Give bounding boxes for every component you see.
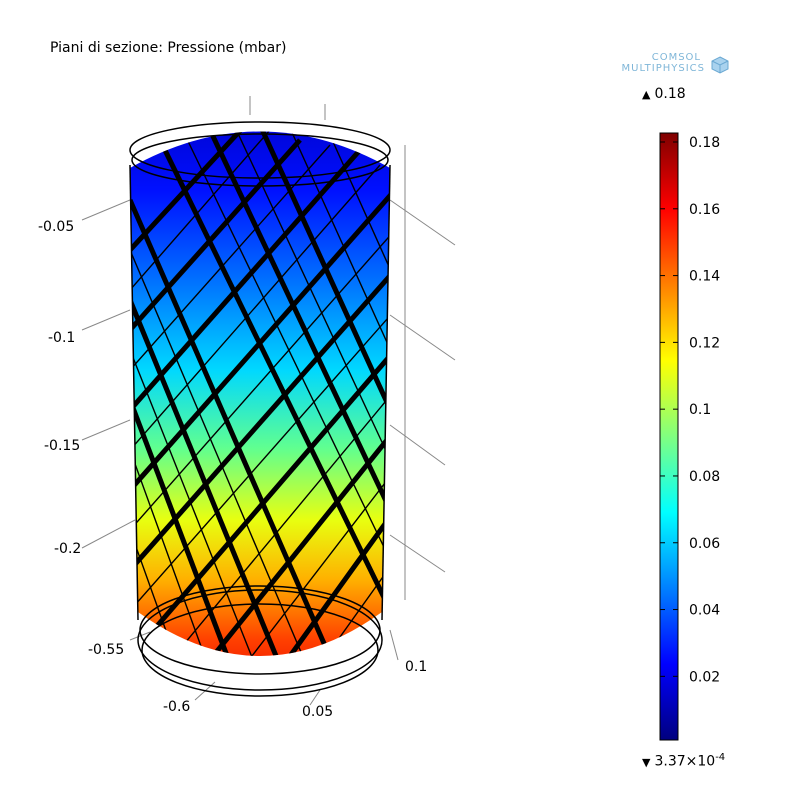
plot-title: Piani di sezione: Pressione (mbar): [50, 40, 287, 56]
colorbar-tick-label: 0.08: [689, 469, 720, 485]
x-tick-label: 0.1: [405, 659, 427, 675]
y-tick-label: -0.55: [88, 642, 124, 658]
colorbar-tick-label: 0.18: [689, 135, 720, 151]
logo-text-line2: MULTIPHYSICS: [621, 63, 705, 74]
colorbar-tick-label: 0.1: [689, 402, 711, 418]
triangle-up-icon: ▲: [642, 88, 651, 101]
colorbar-tick-label: 0.06: [689, 536, 720, 552]
z-tick-label: -0.05: [38, 219, 74, 235]
colorbar-max: ▲ 0.18: [642, 86, 686, 102]
colorbar-min: ▼ 3.37×10-4: [642, 752, 725, 770]
x-tick-label: 0.05: [302, 704, 333, 720]
colorbar-min-exponent: -4: [715, 752, 726, 763]
comsol-logo: COMSOL MULTIPHYSICS: [595, 52, 735, 82]
colorbar: 0.02 0.04 0.06 0.08 0.1 0.12 0.14 0.16 0.18: [659, 132, 720, 741]
colorbar-tick-label: 0.14: [689, 269, 720, 285]
colorbar-min-value: 3.37×10: [654, 753, 716, 770]
y-tick-label: -0.6: [163, 699, 190, 715]
axis-box-lines: [81, 96, 456, 706]
z-tick-label: -0.2: [54, 541, 81, 557]
z-tick-label: -0.1: [48, 330, 75, 346]
colorbar-max-value: 0.18: [654, 86, 686, 102]
z-tick-label: -0.15: [44, 438, 80, 454]
axis-tick-labels: -0.05 -0.1 -0.15 -0.2 -0.55 -0.6 0.05 0.…: [38, 219, 427, 720]
cylinder-pressure-field: [129, 121, 391, 697]
colorbar-gradient: [659, 132, 679, 741]
logo-cube-icon: [711, 56, 729, 74]
colorbar-tick-label: 0.16: [689, 202, 720, 218]
colorbar-ticks: 0.02 0.04 0.06 0.08 0.1 0.12 0.14 0.16 0.18: [660, 135, 720, 685]
triangle-down-icon: ▼: [642, 755, 651, 769]
colorbar-tick-label: 0.02: [689, 669, 720, 685]
logo-text-line1: COMSOL: [651, 52, 701, 63]
colorbar-tick-label: 0.12: [689, 335, 720, 351]
colorbar-tick-label: 0.04: [689, 603, 720, 619]
